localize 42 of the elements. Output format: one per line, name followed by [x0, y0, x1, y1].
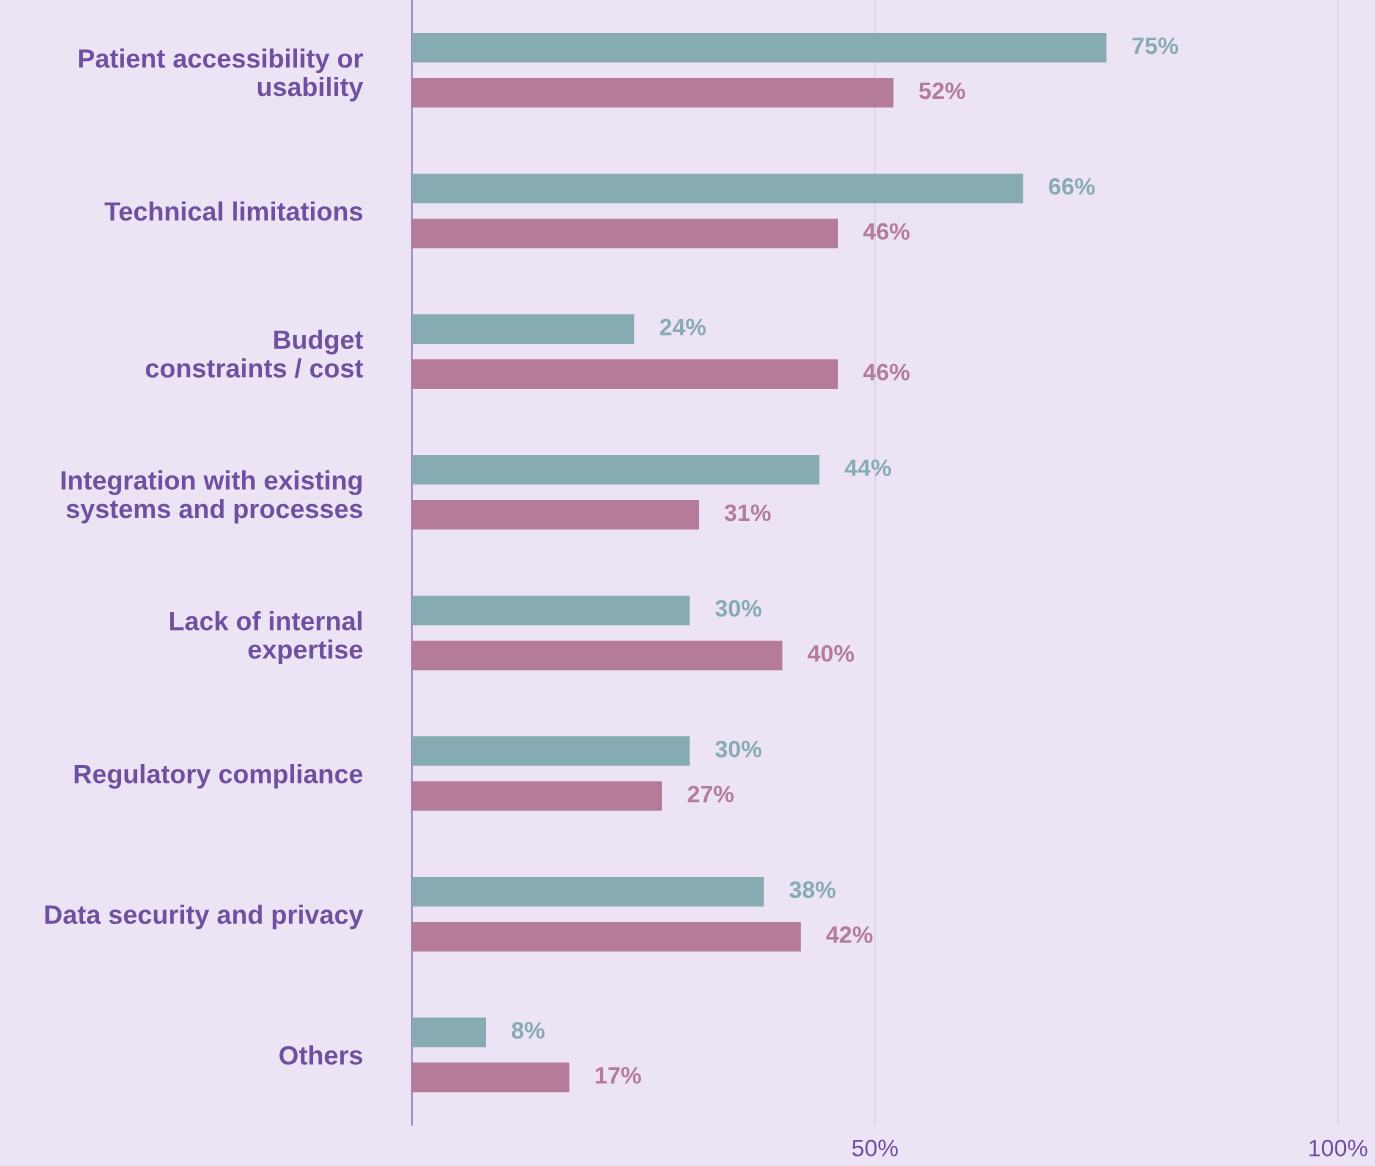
bar [411, 595, 690, 626]
data-label: 30% [715, 600, 762, 617]
data-label: 42% [826, 926, 873, 944]
data-label: 31% [724, 504, 771, 522]
bar [411, 218, 838, 249]
data-label: 24% [660, 318, 706, 336]
data-label: 46% [863, 363, 910, 381]
data-label: 17% [595, 1067, 642, 1084]
data-label: 40% [807, 645, 854, 662]
data-label: 52% [919, 82, 966, 100]
bar [411, 1062, 570, 1093]
y-tick-label: Others [279, 1045, 363, 1065]
data-label: 44% [844, 459, 892, 477]
bar [411, 173, 1024, 204]
data-label: 27% [687, 785, 734, 803]
bar [411, 876, 764, 907]
bar [411, 640, 783, 671]
data-label: 8% [511, 1021, 545, 1039]
data-label: 75% [1132, 37, 1179, 55]
data-label: 38% [789, 881, 836, 899]
y-tick-label: Budget constraints / cost [145, 329, 364, 378]
bar [411, 78, 894, 108]
x-tick-label: 100% [1309, 1139, 1368, 1157]
y-tick-label: Patient accessibility or usability [79, 48, 364, 102]
bar [411, 921, 801, 952]
bar [411, 736, 690, 766]
bar [411, 1017, 487, 1048]
data-label: 30% [715, 740, 762, 758]
y-tick-label: Integration with existing systems and processes [61, 470, 363, 524]
y-tick-label: Technical limitations [104, 201, 363, 221]
y-tick-label: Lack of internal expertise [170, 611, 363, 665]
bar [411, 455, 820, 485]
data-label: 66% [1048, 178, 1095, 195]
bar [411, 500, 700, 530]
x-tick-label: 50% [852, 1139, 898, 1157]
bar [411, 33, 1107, 63]
bar [411, 359, 838, 389]
data-label: 46% [863, 223, 910, 240]
y-tick-label: Regulatory compliance [74, 764, 363, 789]
bar [411, 314, 635, 344]
bar [411, 781, 662, 811]
y-tick-label: Data security and privacy [45, 904, 364, 930]
